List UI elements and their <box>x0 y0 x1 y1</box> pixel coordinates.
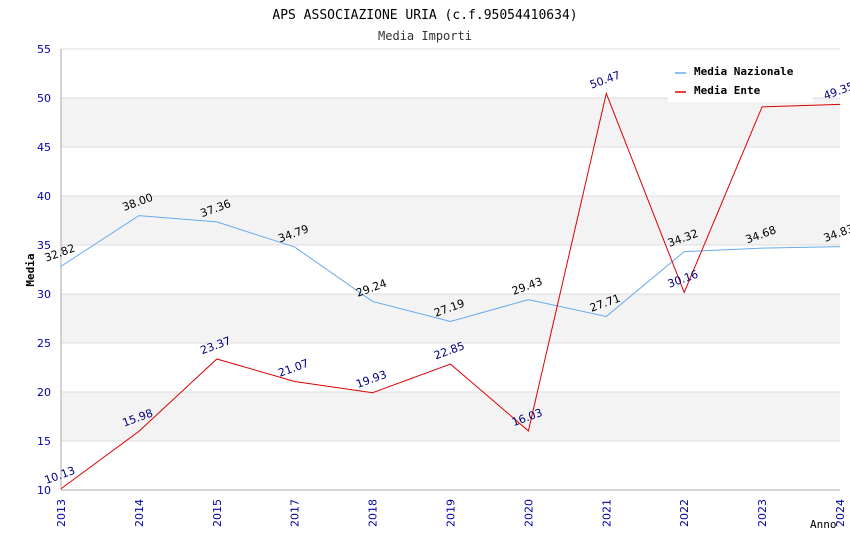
x-tick-label: 2014 <box>133 499 146 527</box>
x-tick-label: 2024 <box>834 499 847 527</box>
legend-label-media-nazionale: Media Nazionale <box>694 65 794 78</box>
data-label: 19.93 <box>354 368 388 391</box>
chart-subtitle: Media Importi <box>378 29 472 43</box>
y-tick-label: 30 <box>37 288 51 301</box>
legend-background <box>668 60 813 102</box>
plot-band <box>61 294 840 343</box>
x-tick-label: 2018 <box>367 499 380 527</box>
y-axis-label: Media <box>24 253 37 286</box>
chart-title: APS ASSOCIAZIONE URIA (c.f.95054410634) <box>272 8 577 23</box>
x-tick-label: 2023 <box>756 499 769 527</box>
plot-band <box>61 196 840 245</box>
x-axis-label: Anno <box>810 518 837 531</box>
plot-band <box>61 98 840 147</box>
y-tick-label: 15 <box>37 435 51 448</box>
y-tick-label: 45 <box>37 141 51 154</box>
x-tick-label: 2022 <box>678 499 691 527</box>
y-tick-label: 10 <box>37 484 51 497</box>
series-line-media-nazionale <box>60 215 841 323</box>
series-line-media-ente <box>60 91 841 490</box>
data-label: 21.07 <box>276 357 310 380</box>
axes <box>60 49 840 491</box>
plot-bands <box>61 98 840 441</box>
legend: Media Nazionale Media Ente <box>668 60 813 102</box>
series-lines <box>60 91 841 490</box>
y-tick-label: 35 <box>37 239 51 252</box>
x-tick-label: 2017 <box>289 499 302 527</box>
y-tick-label: 40 <box>37 190 51 203</box>
legend-label-media-ente: Media Ente <box>694 84 761 97</box>
x-tick-label: 2020 <box>522 499 535 527</box>
x-tick-label: 2021 <box>600 499 613 527</box>
x-tick-label: 2019 <box>445 499 458 527</box>
x-tick-label: 2013 <box>55 499 68 527</box>
gridlines <box>61 48 840 491</box>
y-tick-label: 50 <box>37 92 51 105</box>
y-tick-labels: 10 15 20 25 30 35 40 45 50 55 <box>37 43 51 497</box>
plot-band <box>61 392 840 441</box>
x-tick-labels: 2013 2014 2015 2017 2018 2019 2020 2021 2022 2023… <box>55 499 847 527</box>
data-label: 30.16 <box>666 268 700 291</box>
x-tick-label: 2015 <box>211 499 224 527</box>
y-tick-label: 25 <box>37 337 51 350</box>
data-label: 10.13 <box>43 464 77 487</box>
data-label: 50.47 <box>588 69 622 92</box>
y-tick-label: 20 <box>37 386 51 399</box>
y-tick-label: 55 <box>37 43 51 56</box>
